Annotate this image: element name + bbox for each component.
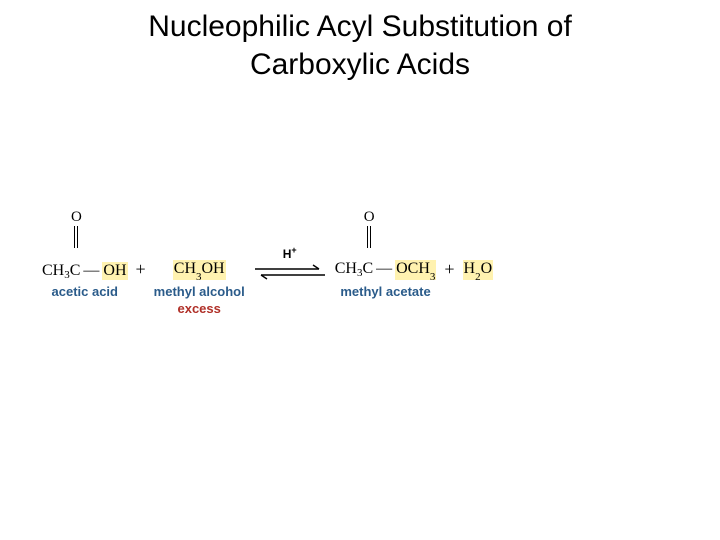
double-bond-icon [74,226,78,248]
acetic-acid-label: acetic acid [52,284,119,299]
equilibrium-arrow-icon [253,264,327,280]
carbonyl-group: O [71,210,82,248]
plus-operator: + [436,210,462,280]
reactant-acetic-acid: O CH3C—OH acetic acid [42,210,128,299]
methyl-alcohol-formula: CH3OH [173,260,226,280]
slide-title: Nucleophilic Acyl Substitution of Carbox… [0,0,720,83]
water-structure: H2O [463,210,494,280]
new-group: OCH3 [395,260,436,280]
methyl-alcohol-structure: CH3OH [173,210,226,280]
equilibrium-arrow: H+ [251,210,329,282]
double-bond-icon [367,226,371,248]
byproduct-highlight: H2O [463,260,494,280]
water-formula: H2O [463,260,494,280]
title-line-1: Nucleophilic Acyl Substitution of [148,10,572,43]
excess-label: excess [177,301,220,316]
methyl-acetate-structure: O CH3C—OCH3 [335,210,437,280]
methyl-acetate-label: methyl acetate [340,284,430,299]
acetic-acid-formula: CH3C—OH [42,262,128,280]
carbonyl-oxygen: O [364,210,375,225]
carbonyl-oxygen: O [71,210,82,225]
nucleophile-highlight: CH3OH [173,260,226,280]
methyl-alcohol-label: methyl alcohol [154,284,245,299]
acetic-acid-structure: O CH3C—OH [42,210,128,280]
reaction-scheme: O CH3C—OH acetic acid + CH3OH methyl alc… [42,210,690,316]
catalyst-label: H+ [283,245,297,261]
leaving-group: OH [102,262,127,280]
product-water: H2O [463,210,494,280]
plus-operator: + [128,210,154,280]
title-line-2: Carboxylic Acids [250,48,470,81]
methyl-acetate-formula: CH3C—OCH3 [335,260,437,280]
carbonyl-group: O [364,210,375,248]
product-methyl-acetate: O CH3C—OCH3 methyl acetate [335,210,437,299]
reactant-methyl-alcohol: CH3OH methyl alcohol excess [154,210,245,316]
